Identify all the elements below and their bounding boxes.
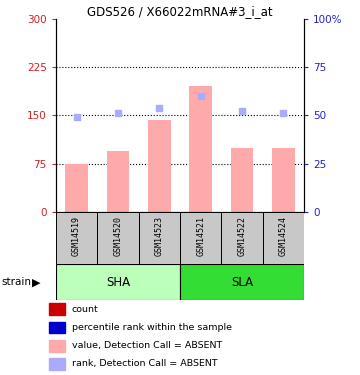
Bar bbox=[56, 264, 180, 300]
Text: count: count bbox=[72, 304, 99, 313]
Text: strain: strain bbox=[2, 277, 32, 287]
Point bbox=[115, 110, 121, 116]
Text: GSM14519: GSM14519 bbox=[72, 216, 81, 255]
Bar bbox=[49, 322, 65, 333]
Text: GSM14523: GSM14523 bbox=[155, 216, 164, 255]
Bar bbox=[49, 358, 65, 370]
Point bbox=[156, 105, 162, 111]
Text: SLA: SLA bbox=[231, 276, 253, 289]
Text: percentile rank within the sample: percentile rank within the sample bbox=[72, 323, 232, 332]
Bar bbox=[263, 212, 304, 264]
Point bbox=[239, 108, 245, 114]
Text: value, Detection Call = ABSENT: value, Detection Call = ABSENT bbox=[72, 341, 222, 350]
Bar bbox=[49, 303, 65, 315]
Bar bbox=[231, 147, 253, 212]
Bar bbox=[272, 147, 295, 212]
Title: GDS526 / X66022mRNA#3_i_at: GDS526 / X66022mRNA#3_i_at bbox=[87, 4, 273, 18]
Text: SHA: SHA bbox=[106, 276, 130, 289]
Point bbox=[198, 93, 204, 99]
Bar bbox=[65, 164, 88, 212]
Text: rank, Detection Call = ABSENT: rank, Detection Call = ABSENT bbox=[72, 360, 217, 369]
Bar bbox=[49, 340, 65, 351]
Text: GSM14522: GSM14522 bbox=[238, 216, 247, 255]
Bar bbox=[148, 120, 171, 212]
Point bbox=[280, 110, 286, 116]
Bar bbox=[97, 212, 139, 264]
Bar bbox=[56, 212, 97, 264]
Text: GSM14521: GSM14521 bbox=[196, 216, 205, 255]
Bar bbox=[180, 264, 304, 300]
Bar bbox=[189, 86, 212, 212]
Point bbox=[73, 114, 79, 120]
Bar bbox=[221, 212, 263, 264]
Text: GSM14524: GSM14524 bbox=[279, 216, 288, 255]
Text: ▶: ▶ bbox=[32, 277, 41, 287]
Bar bbox=[139, 212, 180, 264]
Bar bbox=[180, 212, 221, 264]
Bar bbox=[107, 151, 129, 212]
Text: GSM14520: GSM14520 bbox=[113, 216, 122, 255]
